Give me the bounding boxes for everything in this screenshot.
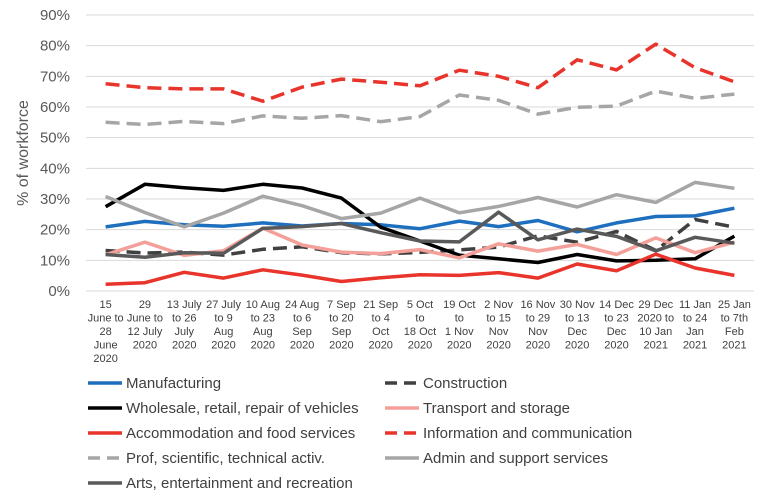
- y-tick-label: 40%: [40, 160, 70, 177]
- y-tick-label: 60%: [40, 99, 70, 116]
- x-tick-label: 30 Nov to 13 Dec 2020: [560, 299, 595, 352]
- series-line-4: [105, 252, 735, 287]
- y-tick-label: 0%: [48, 283, 70, 300]
- y-tick-label: 30%: [40, 191, 70, 208]
- y-tick-label: 80%: [40, 38, 70, 55]
- x-tick-label: 29 June to 12 July 2020: [127, 299, 163, 352]
- x-tick-label: 2 Nov to 15 Nov 2020: [484, 299, 513, 352]
- x-tick-label: 10 Aug to 23 Aug 2020: [246, 299, 280, 352]
- legend: Manufacturing Construction Wholesale, reta…: [88, 375, 632, 492]
- legend-label: Arts, entertainment and recreation: [126, 475, 353, 492]
- x-tick-label: 7 Sep to 20 Sep 2020: [327, 299, 356, 352]
- legend-label: Prof, scientific, technical activ.: [126, 450, 325, 467]
- x-tick-label: 5 Oct to 18 Oct 2020: [404, 299, 436, 352]
- y-tick-label: 10%: [40, 252, 70, 269]
- series-line-6: [105, 89, 735, 127]
- gridlines: [86, 14, 754, 261]
- legend-label: Construction: [423, 375, 507, 392]
- series-line-5: [105, 42, 735, 103]
- x-tick-label: 29 Dec 2020 to 10 Jan 2021: [637, 299, 674, 352]
- x-tick-label: 21 Sep to 4 Oct 2020: [363, 299, 398, 352]
- x-tick-label: 16 Nov to 29 Nov 2020: [520, 299, 555, 352]
- y-tick-label: 90%: [40, 7, 70, 24]
- series-line-8: [105, 210, 735, 260]
- x-tick-label: 19 Oct to 1 Nov 2020: [443, 299, 475, 352]
- legend-label: Admin and support services: [423, 450, 608, 467]
- x-tick-label: 14 Dec to 23 Dec 2020: [599, 299, 634, 352]
- series-lines: [104, 42, 736, 287]
- series-line-7: [104, 180, 735, 229]
- legend-label: Transport and storage: [423, 400, 570, 417]
- x-tick-label: 24 Aug to 6 Sep 2020: [285, 299, 319, 352]
- y-tick-label: 20%: [40, 222, 70, 239]
- x-tick-label: 15 June to 28 June 2020: [88, 299, 124, 365]
- legend-label: Accommodation and food services: [126, 425, 355, 442]
- x-tick-label: 11 Jan to 24 Jan 2021: [679, 299, 711, 352]
- x-tick-label: 25 Jan to 7th Feb 2021: [718, 299, 751, 352]
- series-line-1: [105, 217, 735, 257]
- series-line-0: [105, 206, 735, 234]
- y-tick-label: 70%: [40, 68, 70, 85]
- x-tick-label: 13 July to 26 July 2020: [167, 299, 202, 352]
- y-axis-ticks: 0% 10% 20% 30% 40% 50% 60% 70% 80% 90%: [40, 7, 70, 300]
- legend-label: Wholesale, retail, repair of vehicles: [126, 400, 359, 417]
- y-tick-label: 50%: [40, 130, 70, 147]
- y-axis-label: % of workforce: [15, 100, 32, 206]
- legend-label: Manufacturing: [126, 375, 221, 392]
- legend-label: Information and communication: [423, 425, 632, 442]
- x-tick-label: 27 July to 9 Aug 2020: [206, 299, 241, 352]
